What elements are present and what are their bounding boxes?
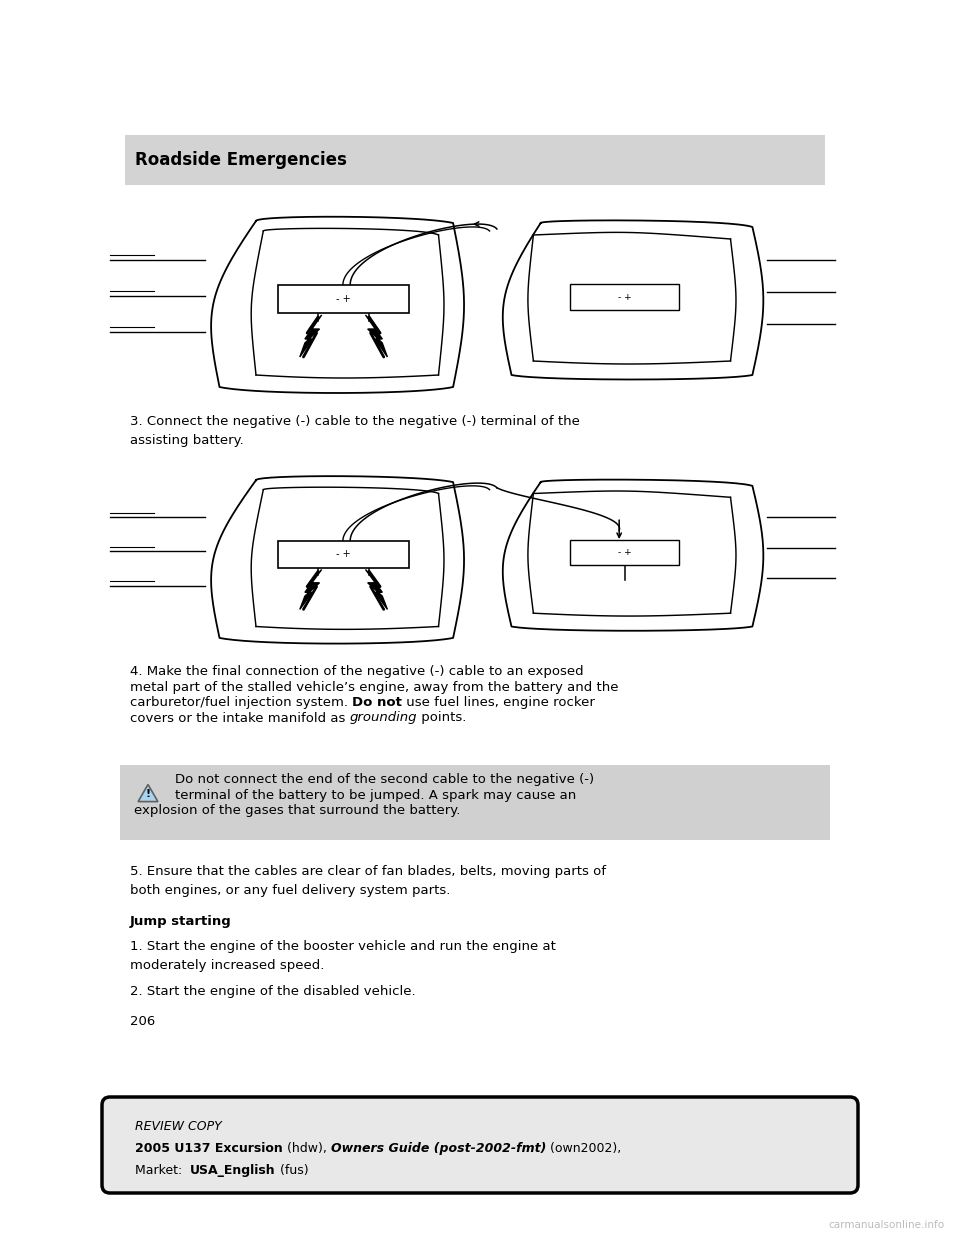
- Text: explosion of the gases that surround the battery.: explosion of the gases that surround the…: [134, 804, 461, 817]
- FancyBboxPatch shape: [120, 765, 830, 840]
- Polygon shape: [366, 570, 388, 610]
- Text: REVIEW COPY: REVIEW COPY: [135, 1120, 222, 1133]
- Text: - +: - +: [618, 293, 632, 302]
- Text: points.: points.: [418, 712, 467, 724]
- FancyBboxPatch shape: [570, 540, 680, 565]
- Text: 2. Start the engine of the disabled vehicle.: 2. Start the engine of the disabled vehi…: [130, 985, 416, 999]
- Text: metal part of the stalled vehicle’s engine, away from the battery and the: metal part of the stalled vehicle’s engi…: [130, 681, 618, 693]
- Text: 5. Ensure that the cables are clear of fan blades, belts, moving parts of
both e: 5. Ensure that the cables are clear of f…: [130, 864, 606, 897]
- Text: carburetor/fuel injection system.: carburetor/fuel injection system.: [130, 696, 352, 709]
- Text: (own2002),: (own2002),: [546, 1141, 621, 1155]
- Text: 1. Start the engine of the booster vehicle and run the engine at
moderately incr: 1. Start the engine of the booster vehic…: [130, 940, 556, 972]
- Text: Jump starting: Jump starting: [130, 915, 231, 928]
- Text: USA_English: USA_English: [190, 1164, 276, 1177]
- FancyBboxPatch shape: [570, 284, 680, 310]
- Text: carmanualsonline.info: carmanualsonline.info: [828, 1220, 945, 1230]
- Polygon shape: [300, 315, 322, 356]
- FancyBboxPatch shape: [277, 284, 409, 313]
- Text: 206: 206: [130, 1015, 156, 1028]
- Text: (fus): (fus): [276, 1164, 308, 1177]
- Text: 4. Make the final connection of the negative (-) cable to an exposed: 4. Make the final connection of the nega…: [130, 664, 584, 678]
- Polygon shape: [300, 570, 322, 610]
- Text: covers or the intake manifold as: covers or the intake manifold as: [130, 712, 349, 724]
- FancyBboxPatch shape: [125, 135, 825, 185]
- Text: - +: - +: [336, 549, 351, 559]
- Text: grounding: grounding: [349, 712, 418, 724]
- Text: Roadside Emergencies: Roadside Emergencies: [135, 152, 347, 169]
- Polygon shape: [366, 315, 388, 356]
- Text: Do not connect the end of the second cable to the negative (-): Do not connect the end of the second cab…: [175, 773, 594, 786]
- Text: use fuel lines, engine rocker: use fuel lines, engine rocker: [402, 696, 595, 709]
- Text: 2005 U137 Excursion: 2005 U137 Excursion: [135, 1141, 283, 1155]
- Text: - +: - +: [336, 294, 351, 304]
- Text: Do not: Do not: [352, 696, 402, 709]
- FancyBboxPatch shape: [277, 542, 409, 568]
- Polygon shape: [138, 785, 157, 801]
- Text: terminal of the battery to be jumped. A spark may cause an: terminal of the battery to be jumped. A …: [175, 789, 576, 801]
- Text: Owners Guide (post-2002-fmt): Owners Guide (post-2002-fmt): [330, 1141, 546, 1155]
- FancyBboxPatch shape: [102, 1097, 858, 1194]
- Text: (hdw),: (hdw),: [283, 1141, 330, 1155]
- Text: - +: - +: [618, 548, 632, 556]
- Text: !: !: [145, 790, 151, 800]
- Text: Market:: Market:: [135, 1164, 190, 1177]
- Text: 3. Connect the negative (-) cable to the negative (-) terminal of the
assisting : 3. Connect the negative (-) cable to the…: [130, 415, 580, 447]
